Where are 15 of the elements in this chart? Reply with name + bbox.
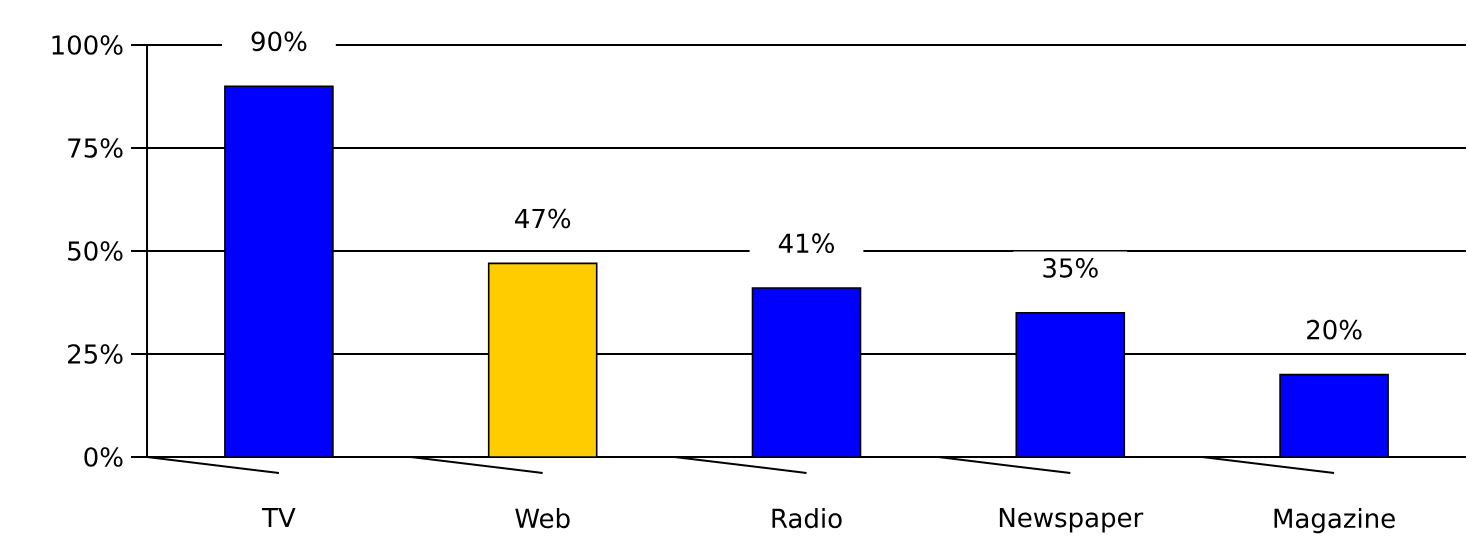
x-tick-label: TV — [262, 508, 296, 528]
x-tick-label: Newspaper — [999, 508, 1144, 533]
y-tick-label: 25% — [68, 344, 123, 364]
x-tick-label: Web — [515, 508, 570, 529]
data-label: 90% — [251, 31, 307, 52]
data-label: 47% — [515, 208, 571, 229]
x-tick-label: Radio — [772, 508, 842, 529]
data-label: 20% — [1307, 319, 1362, 340]
data-label: 41% — [778, 233, 834, 254]
y-tick-label: 50% — [68, 241, 123, 261]
y-tick-label: 75% — [68, 138, 123, 158]
y-tick-label: 0% — [84, 447, 123, 467]
y-tick-label: 100% — [52, 35, 123, 55]
x-tick-label: Magazine — [1274, 508, 1395, 534]
data-label: 35% — [1043, 258, 1098, 278]
